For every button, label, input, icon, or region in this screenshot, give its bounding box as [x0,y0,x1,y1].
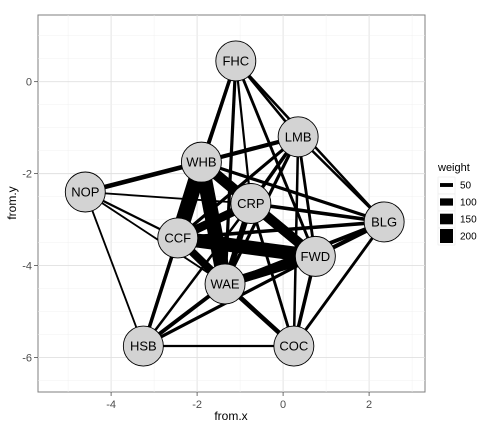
node-nop: NOP [64,171,106,213]
legend-entry: 200 [437,227,477,246]
node-fhc: FHC [215,40,257,82]
node-label: BLG [371,214,397,229]
x-tick-label: 2 [366,399,372,411]
node-coc: COC [273,325,315,367]
y-tick-label: 0 [26,77,32,89]
node-circle [64,171,106,213]
node-label: COC [279,339,308,354]
y-axis-title: from.y [5,186,19,219]
edge-crp-blg [250,201,385,224]
legend: weight 50 100 150 200 [437,162,477,246]
node-label: LMB [285,129,312,144]
node-wae: WAE [204,263,246,305]
node-circle [122,325,164,367]
y-tick-label: -6 [22,353,32,365]
node-blg: BLG [363,201,405,243]
node-label: HSB [130,339,157,354]
legend-label: 100 [460,198,477,209]
legend-title: weight [437,162,470,174]
legend-entry: 50 [437,176,472,195]
node-whb: WHB [180,141,222,183]
edge-fhc-fwd [234,60,317,257]
edge-whb-wae [194,160,233,286]
node-ccf: CCF [157,217,199,259]
legend-entry: 150 [437,210,477,229]
edge-hsb-crp [142,202,252,347]
node-label: CRP [237,196,264,211]
axes: -4 -2 0 2 0 -2 -4 -6 [22,77,372,411]
y-tick-label: -4 [22,261,32,273]
edge-whb-blg [200,160,385,224]
legend-label: 150 [460,215,477,226]
node-circle [363,201,405,243]
node-hsb: HSB [122,325,164,367]
node-crp: CRP [230,183,272,224]
legend-label: 50 [460,181,472,192]
y-tick-label: -2 [22,169,32,181]
node-circle [180,141,222,183]
legend-label: 200 [460,232,477,243]
node-lmb: LMB [277,116,319,158]
x-axis-title: from.x [214,409,247,423]
edge-blg-coc [292,221,386,347]
node-label: NOP [71,185,99,200]
x-tick-label: -2 [192,399,202,411]
node-circle [230,183,272,224]
node-circle [157,217,199,259]
node-circle [277,116,319,158]
x-tick-label: -4 [106,399,116,411]
x-tick-label: 0 [280,399,286,411]
node-label: FHC [222,53,249,68]
node-fwd: FWD [294,235,336,277]
node-circle [294,235,336,277]
edge-ccf-fwd [176,231,317,264]
node-label: WHB [186,155,216,170]
node-label: FWD [301,249,331,264]
legend-entry: 100 [437,193,477,212]
node-label: WAE [210,276,239,291]
nodes: FHC LMB WHB NOP CRP BLG CCF FWD WAE HSB COC [64,40,405,367]
edge-crp-coc [249,203,296,347]
node-circle [273,325,315,367]
node-label: CCF [164,230,191,245]
node-circle [204,263,246,305]
edge-nop-hsb [84,191,145,347]
node-circle [215,40,257,82]
